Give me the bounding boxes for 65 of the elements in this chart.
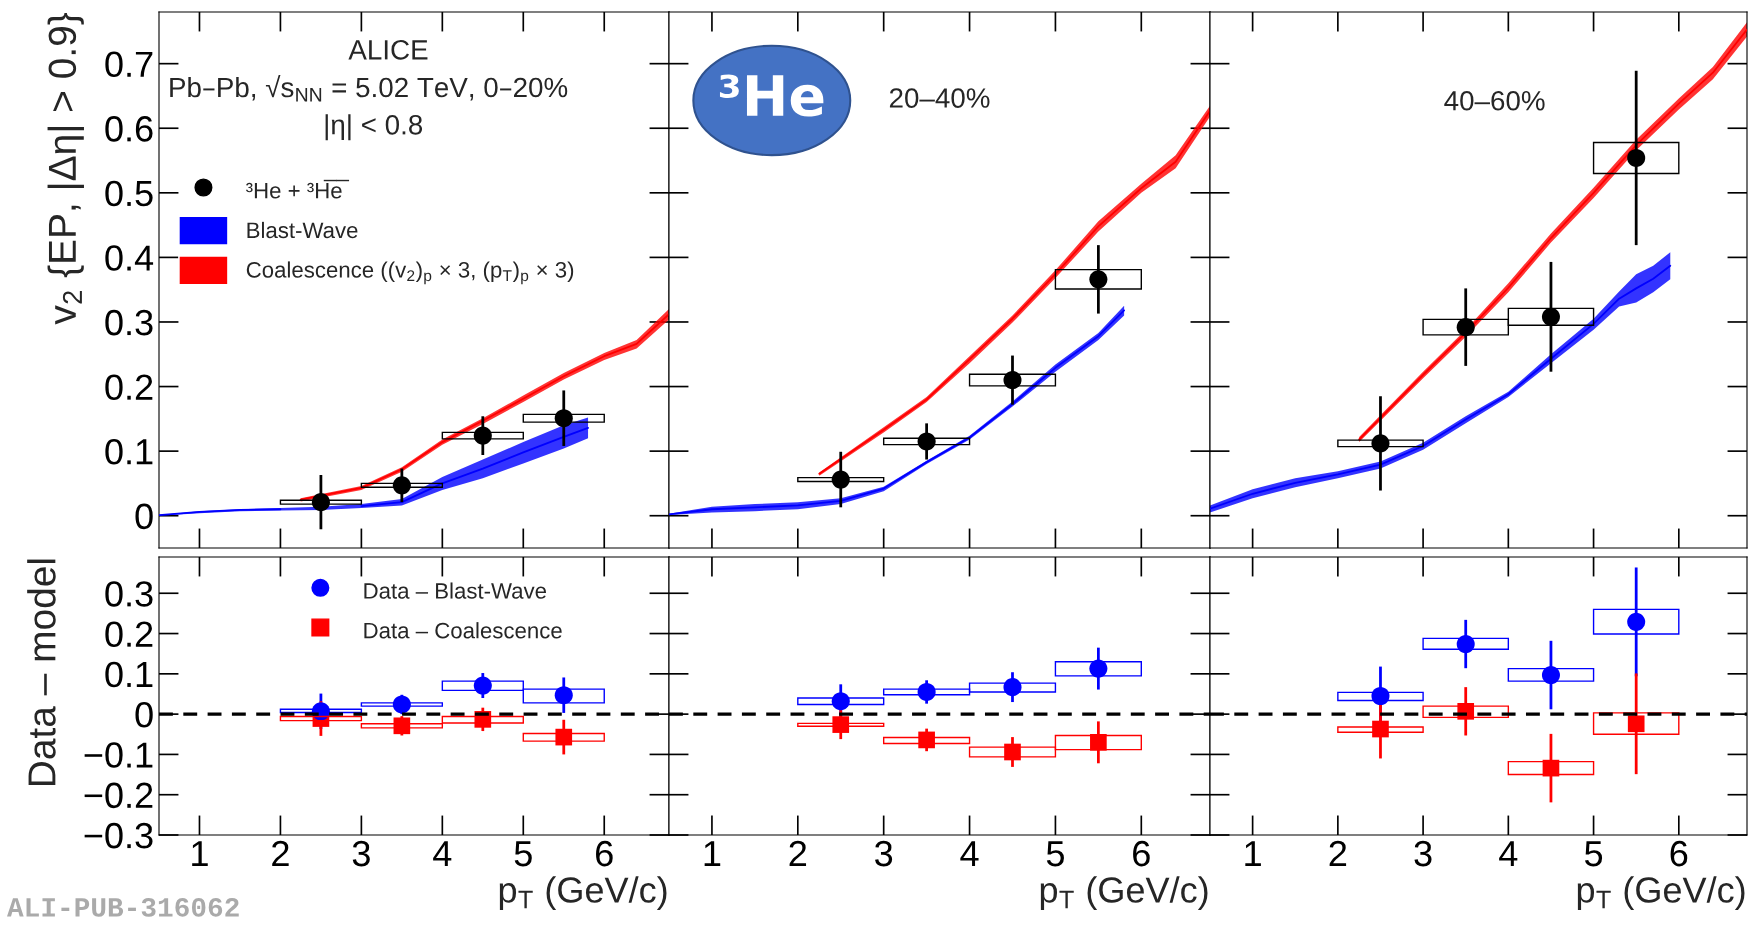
y-tick-label: 0.6 (105, 116, 153, 142)
y-tick-label: 0.2 (105, 621, 153, 647)
x-tick-label: 3 (1414, 840, 1432, 867)
x-axis-title: p$_{T}$ (GeV/c) (1040, 876, 1208, 910)
bar (522, 732, 605, 742)
y-tick-label: −0.3 (84, 822, 153, 849)
point (832, 716, 850, 733)
x-tick-label: 5 (514, 841, 532, 867)
x-tick-label: 4 (1499, 841, 1518, 867)
x-tick-label: 1 (704, 841, 721, 867)
x-tick-label: 4 (960, 841, 979, 867)
x-tick-label: 2 (272, 840, 289, 867)
point (1089, 270, 1108, 289)
legend-label: ³He + ³H̅e̅ (245, 179, 350, 199)
legend-label: Data – Coalescence (364, 622, 562, 639)
y-tick-label: 0 (135, 503, 153, 530)
bar (882, 736, 971, 745)
y-tick-label: 0.1 (105, 439, 153, 465)
annotation: 40–60% (1444, 90, 1545, 111)
point (1090, 734, 1107, 751)
legend-label: Blast-Wave (247, 221, 358, 239)
bar (1507, 667, 1595, 682)
x-axis-title: p$_{T}$ (GeV/c) (1577, 876, 1745, 910)
annotation: 20–40% (889, 88, 990, 108)
x-tick-label: 6 (1670, 840, 1688, 867)
annotation: Pb–Pb, √s$_{NN}$ = 5.02 TeV, 0–20% (170, 75, 568, 102)
bar (1422, 637, 1510, 650)
point (1627, 612, 1646, 631)
y-tick-label: 0 (135, 702, 153, 728)
y-tick-label: 0.5 (105, 180, 153, 207)
annotation: ³He (719, 74, 824, 117)
x-tick-label: 6 (1133, 840, 1150, 867)
x-tick-label: 3 (875, 840, 893, 867)
x-tick-label: 6 (596, 840, 613, 867)
y-axis-title: Data – model (27, 559, 56, 786)
bar (1337, 691, 1424, 702)
text: Coalescence ((v$_{2}$)$_{p}$ × 3, (p$_{T}$)$_{p}$ × 3) (246, 261, 574, 285)
y-tick-label: 0.4 (105, 245, 154, 271)
bar (1422, 705, 1510, 719)
x-tick-label: 3 (352, 840, 370, 867)
bar (522, 413, 605, 423)
x-tick-label: 1 (192, 841, 208, 867)
y-tick-label: −0.1 (84, 742, 153, 768)
x-tick-label: 5 (1584, 841, 1603, 867)
bar (968, 373, 1057, 387)
x-tick-label: 1 (1245, 841, 1261, 867)
text: ALI-PUB-316062 (7, 897, 239, 917)
x-tick-label: 2 (789, 840, 807, 867)
y-tick-label: −0.2 (84, 782, 153, 809)
point (1627, 715, 1645, 733)
y-tick-label: 0.2 (105, 374, 153, 400)
x-tick-label: 5 (1046, 841, 1064, 867)
y-tick-label: 0.7 (105, 51, 153, 78)
annotation: ALICE (348, 39, 428, 60)
x-axis-title: p$_{T}$ (GeV/c) (499, 876, 667, 910)
y-tick-label: 0.3 (105, 309, 153, 336)
point (1627, 148, 1646, 167)
y-tick-label: 0.3 (105, 581, 153, 607)
x-tick-label: 4 (433, 841, 452, 867)
legend-label: Data – Blast-Wave (364, 582, 547, 599)
annotation: |η| < 0.8 (325, 114, 423, 141)
x-tick-label: 2 (1329, 840, 1347, 867)
y-axis-title: v$_{2}$ {EP, |Δη| > 0.9} (47, 12, 84, 325)
y-tick-label: 0.1 (105, 661, 153, 688)
point (1541, 307, 1560, 326)
